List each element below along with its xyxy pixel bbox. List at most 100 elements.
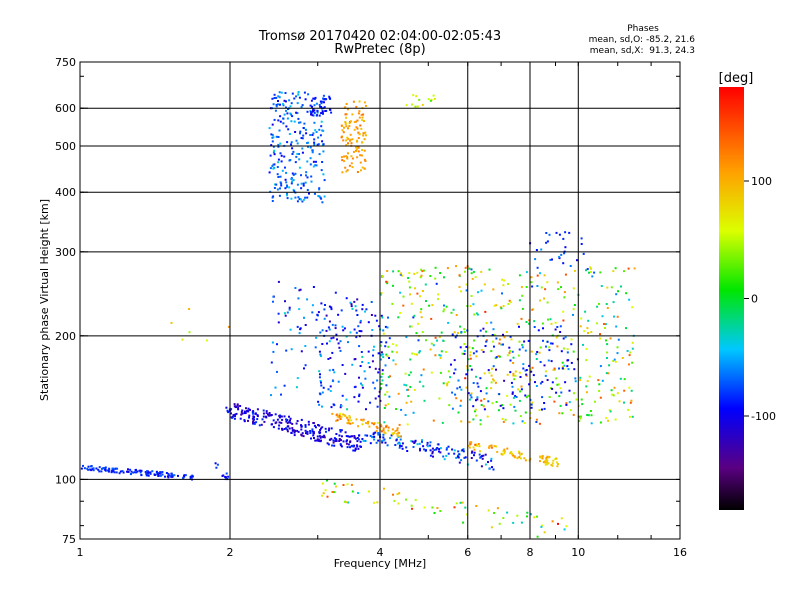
data-point — [408, 272, 411, 274]
data-point — [620, 285, 622, 288]
data-point — [146, 471, 149, 474]
data-point — [296, 152, 299, 155]
data-point — [285, 106, 287, 109]
data-point — [290, 102, 293, 105]
data-point — [389, 375, 391, 378]
data-point — [170, 475, 173, 477]
data-point — [542, 339, 544, 342]
data-point — [432, 94, 435, 97]
data-point — [470, 396, 473, 399]
data-point — [295, 111, 298, 114]
data-point — [315, 102, 318, 105]
data-point — [288, 186, 291, 189]
data-point — [316, 114, 318, 117]
data-point — [412, 94, 415, 97]
data-point — [522, 363, 525, 366]
data-point — [532, 374, 535, 377]
data-point — [525, 369, 528, 371]
data-point — [605, 339, 607, 342]
data-point — [572, 313, 574, 316]
data-point — [549, 318, 552, 321]
data-point — [520, 452, 523, 455]
data-point — [406, 450, 409, 452]
data-point — [351, 166, 354, 169]
data-point — [164, 475, 166, 478]
data-point — [300, 137, 303, 139]
data-point — [465, 386, 468, 389]
data-point — [302, 182, 305, 185]
data-point — [386, 280, 389, 283]
data-point — [562, 310, 565, 313]
data-point — [312, 109, 314, 112]
data-point — [285, 418, 288, 421]
data-point — [353, 436, 356, 439]
data-point — [292, 188, 295, 191]
data-point — [473, 454, 475, 457]
data-point — [159, 474, 162, 477]
data-point — [363, 158, 366, 161]
data-point — [543, 274, 546, 277]
data-point — [289, 328, 292, 331]
data-point — [455, 265, 457, 268]
data-point — [631, 347, 634, 350]
data-point — [469, 305, 472, 308]
data-point — [354, 358, 357, 360]
data-point — [322, 173, 325, 176]
data-point — [569, 409, 572, 412]
data-point — [512, 396, 515, 399]
data-point — [557, 522, 559, 525]
data-point — [612, 360, 615, 362]
data-point — [351, 422, 354, 425]
data-point — [356, 127, 359, 130]
data-point — [429, 348, 432, 351]
data-point — [521, 343, 524, 346]
data-point — [474, 408, 477, 411]
data-point — [502, 517, 505, 519]
data-point — [297, 297, 300, 300]
data-point — [520, 521, 523, 524]
data-point — [490, 444, 493, 447]
data-point — [304, 345, 307, 347]
data-point — [348, 435, 351, 438]
data-point — [380, 423, 382, 426]
data-point — [378, 325, 381, 328]
data-point — [241, 412, 244, 415]
y-tick-label: 750 — [55, 56, 76, 69]
data-point — [136, 470, 139, 473]
data-point — [293, 429, 296, 432]
data-point — [478, 445, 481, 448]
data-point — [384, 364, 387, 367]
data-point — [499, 404, 502, 407]
data-point — [606, 343, 609, 346]
data-point — [548, 346, 551, 349]
data-point — [481, 455, 483, 458]
data-point — [380, 314, 383, 317]
data-point — [525, 271, 528, 274]
data-point — [315, 318, 318, 321]
data-point — [309, 163, 312, 166]
data-point — [214, 462, 217, 465]
data-point — [256, 414, 259, 417]
data-point — [450, 311, 453, 314]
data-point — [151, 470, 154, 473]
data-point — [277, 158, 280, 161]
data-point — [588, 271, 590, 274]
data-point — [557, 288, 560, 291]
data-point — [318, 188, 321, 191]
data-point — [491, 402, 494, 405]
data-point — [361, 116, 364, 119]
data-point — [490, 387, 493, 390]
data-point — [546, 301, 549, 304]
data-point — [431, 506, 434, 509]
data-point — [418, 380, 421, 383]
data-point — [442, 382, 445, 385]
data-point — [551, 258, 553, 261]
data-point — [528, 364, 531, 367]
data-point — [416, 443, 419, 446]
data-point — [355, 309, 358, 312]
data-point — [610, 389, 613, 392]
data-point — [456, 455, 459, 458]
data-point — [490, 374, 493, 377]
data-point — [355, 444, 358, 447]
data-point — [290, 182, 293, 185]
